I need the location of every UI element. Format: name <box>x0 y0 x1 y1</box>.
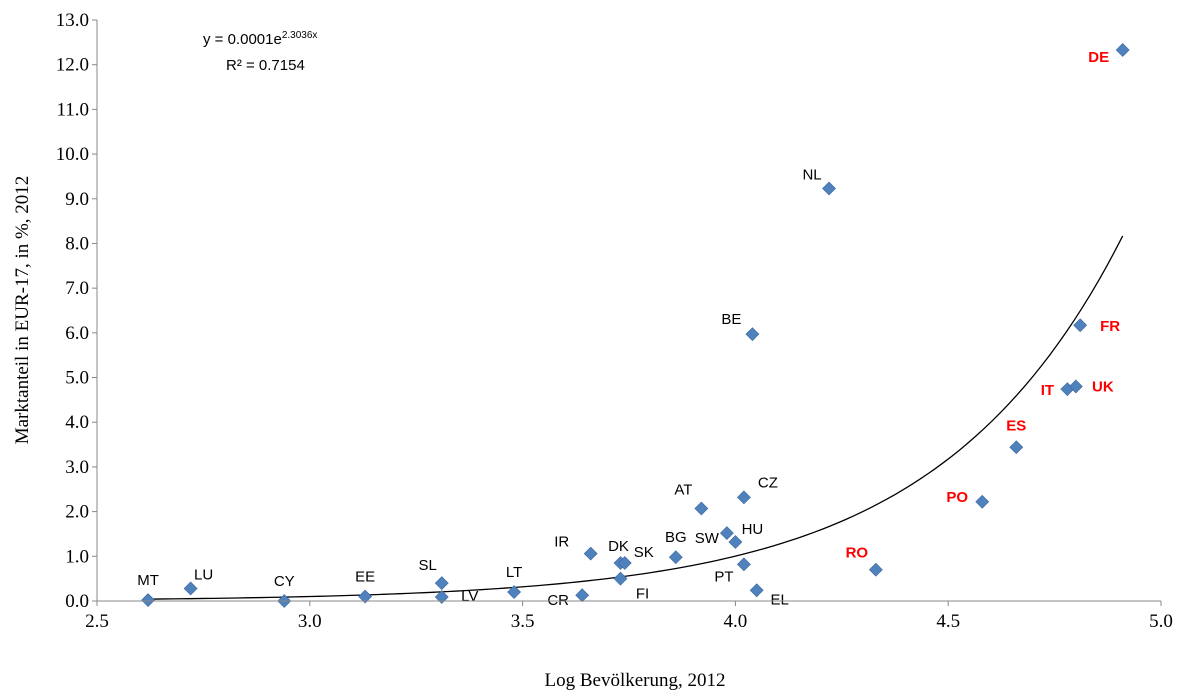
data-point-ro <box>868 562 883 577</box>
point-label-sl: SL <box>419 557 437 574</box>
point-label-de: DE <box>1088 49 1109 66</box>
y-tick-label: 7.0 <box>65 278 89 299</box>
point-label-fi: FI <box>636 586 649 603</box>
point-label-pt: PT <box>714 568 733 585</box>
data-point-mt <box>141 593 155 608</box>
x-tick-label: 4.0 <box>724 611 748 632</box>
x-tick-label: 2.5 <box>85 611 109 632</box>
y-tick-label: 5.0 <box>65 368 89 389</box>
point-label-lv: LV <box>461 588 478 605</box>
point-label-ee: EE <box>355 569 375 586</box>
data-point-sw <box>719 526 734 540</box>
point-label-bg: BG <box>665 529 687 546</box>
point-label-sw: SW <box>695 530 720 547</box>
data-point-ee <box>358 589 373 604</box>
data-point-uk <box>1068 379 1083 394</box>
x-axis-ticks: 2.5 3.0 3.5 4.0 4.5 5.0 <box>85 601 1173 632</box>
y-tick-label: 6.0 <box>65 323 89 344</box>
data-point-el <box>749 583 764 598</box>
y-axis-title: Marktanteil in EUR-17, in %, 2012 <box>12 176 33 445</box>
data-point-at <box>694 501 709 516</box>
point-label-cy: CY <box>274 573 295 590</box>
data-point-lu <box>183 581 198 596</box>
x-axis-title: Log Bevölkerung, 2012 <box>544 670 725 691</box>
data-point-sk <box>617 556 632 570</box>
point-label-be: BE <box>721 311 741 328</box>
data-point-hu <box>728 535 743 549</box>
point-label-el: EL <box>771 591 789 608</box>
point-label-at: AT <box>674 481 692 498</box>
y-tick-label: 12.0 <box>56 55 89 76</box>
point-label-lt: LT <box>506 564 522 581</box>
point-label-sk: SK <box>634 544 654 561</box>
data-point-po <box>975 494 990 509</box>
trendline <box>148 235 1124 600</box>
y-axis-ticks: 0.0 1.0 2.0 3.0 4.0 5.0 6.0 7.0 8.0 9.0 10.0 11.0 12… <box>56 10 97 612</box>
point-label-dk: DK <box>608 538 629 555</box>
trendline-r-squared: R² = 0.7154 <box>226 57 305 74</box>
y-tick-label: 13.0 <box>56 10 89 31</box>
point-label-lu: LU <box>194 566 213 583</box>
point-label-ir: IR <box>554 534 569 551</box>
y-tick-label: 8.0 <box>65 233 89 254</box>
x-tick-label: 4.5 <box>936 611 960 632</box>
data-points <box>141 43 1130 608</box>
y-tick-label: 0.0 <box>65 591 89 612</box>
x-tick-label: 3.0 <box>298 611 322 632</box>
y-tick-label: 4.0 <box>65 412 89 433</box>
data-point-de <box>1115 43 1130 57</box>
y-tick-label: 11.0 <box>56 99 89 120</box>
point-label-uk: UK <box>1092 378 1114 395</box>
x-tick-label: 3.5 <box>511 611 535 632</box>
point-label-hu: HU <box>742 521 764 538</box>
y-tick-label: 10.0 <box>56 144 89 165</box>
data-point-bg <box>668 550 683 565</box>
x-tick-label: 5.0 <box>1149 611 1173 632</box>
data-point-be <box>745 327 760 342</box>
point-label-po: PO <box>946 489 968 506</box>
data-point-lt <box>507 585 522 599</box>
y-tick-label: 9.0 <box>65 189 89 210</box>
point-label-es: ES <box>1006 417 1026 434</box>
trendline-equation: y = 0.0001e2.3036x <box>203 30 317 48</box>
data-point-pt <box>736 557 751 572</box>
y-tick-label: 1.0 <box>65 546 89 567</box>
y-tick-label: 2.0 <box>65 502 89 523</box>
data-point-fr <box>1073 318 1088 333</box>
point-label-fr: FR <box>1100 318 1120 335</box>
point-label-cz: CZ <box>758 474 778 491</box>
y-tick-label: 3.0 <box>65 457 89 478</box>
data-point-lv <box>434 590 449 604</box>
data-point-sl <box>434 576 449 591</box>
data-point-es <box>1009 440 1024 455</box>
data-point-nl <box>822 181 836 196</box>
data-point-cr <box>575 588 590 603</box>
point-label-nl: NL <box>802 166 821 183</box>
point-label-ro: RO <box>846 545 869 562</box>
point-label-it: IT <box>1041 382 1054 399</box>
data-point-cz <box>736 490 751 505</box>
data-point-ir <box>583 546 598 561</box>
data-point-fi <box>613 571 628 586</box>
point-label-mt: MT <box>137 572 159 589</box>
